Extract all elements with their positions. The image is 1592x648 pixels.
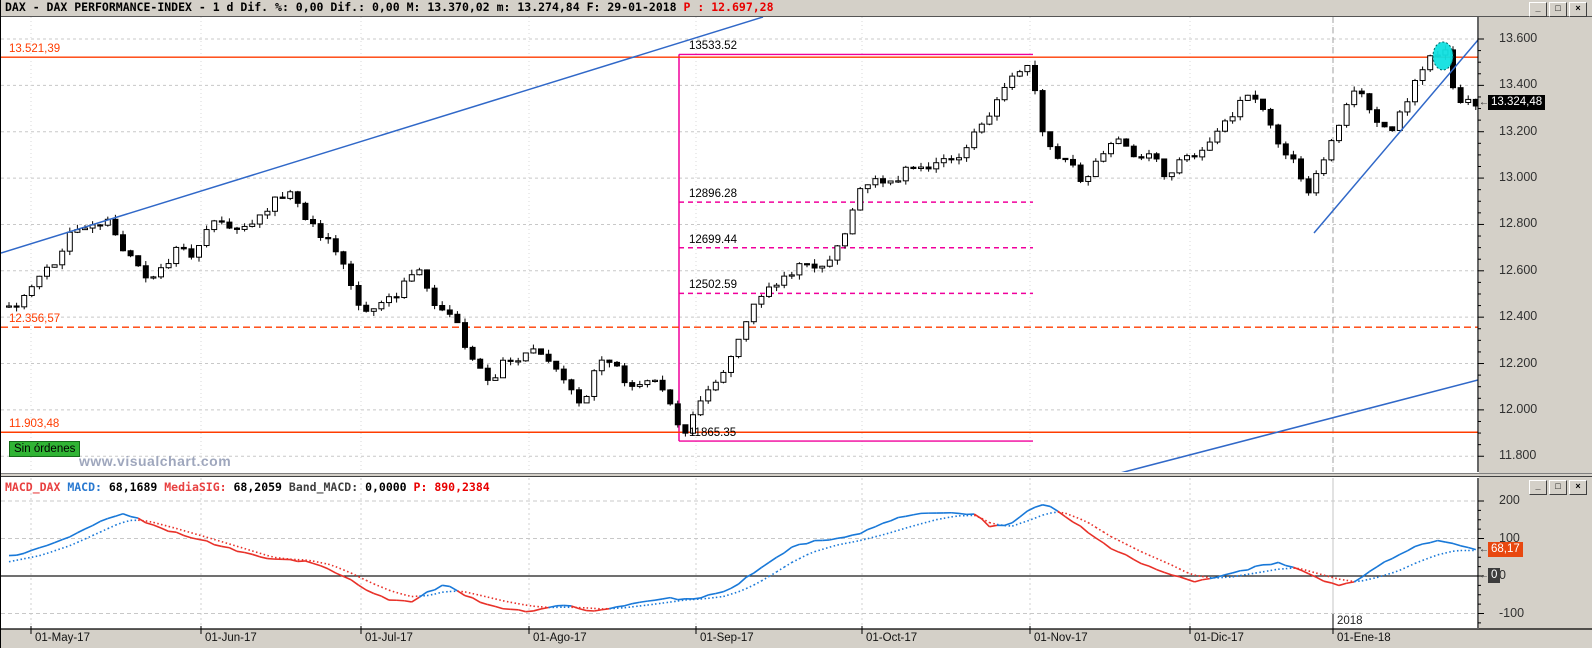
no-orders-badge: Sin órdenes — [9, 441, 81, 457]
panel-separator[interactable] — [1, 473, 1592, 477]
retracement-level-label: 12699.44 — [689, 233, 737, 246]
minimize-button[interactable]: _ — [1529, 2, 1547, 17]
price-alert-label: 11.903,48 — [9, 418, 60, 431]
time-axis-label: 01-Ago-17 — [533, 632, 587, 644]
price-axis-label: 12.000 — [1499, 401, 1538, 416]
macd-zero-arrow-icon: ← — [1479, 570, 1489, 581]
macd-axis-label: -100 — [1499, 605, 1525, 620]
macd-axis-label: 100 — [1499, 530, 1520, 545]
macd-header-segment-4: 68,2059 — [233, 480, 289, 494]
macd-header-segment-3: MediaSIG: — [164, 480, 234, 494]
macd-marker-arrow-icon: ← — [1479, 544, 1489, 556]
price-axis-label: 12.200 — [1499, 355, 1538, 370]
time-axis-label: 01-Dic-17 — [1194, 632, 1244, 644]
macd-value-badge: 68,17 — [1488, 542, 1523, 558]
macd-window-controls: _ □ × — [1529, 480, 1587, 495]
macd-header-segment-5: Band_MACD: — [288, 480, 366, 494]
price-axis-label: 13.200 — [1499, 123, 1538, 138]
time-axis-label: 01-Jun-17 — [205, 632, 257, 644]
price-axis-label: 12.800 — [1499, 216, 1538, 231]
price-marker-arrow-icon: ← — [1479, 96, 1489, 108]
time-axis-strip[interactable] — [1, 630, 1592, 648]
retracement-level-label: 11865.35 — [689, 427, 737, 440]
price-chart-plot-area[interactable] — [1, 17, 1478, 472]
visualchart-watermark: www.visualchart.com — [79, 453, 232, 469]
price-axis-label: 13.000 — [1499, 170, 1538, 185]
price-alert-label: 12.356,57 — [9, 313, 61, 326]
macd-zero-badge: 0 — [1488, 568, 1501, 583]
price-axis-label: 12.400 — [1499, 309, 1538, 324]
time-axis-label: 01-Nov-17 — [1034, 632, 1088, 644]
close-button[interactable]: × — [1569, 480, 1587, 495]
main-plot-background — [1, 17, 1479, 473]
chart-title-bar[interactable]: DAX - DAX PERFORMANCE-INDEX - 1 d Dif. %… — [1, 0, 1592, 17]
time-axis-label: 01-Oct-17 — [866, 632, 918, 644]
close-button[interactable]: × — [1569, 2, 1587, 17]
macd-plot-area[interactable] — [1, 478, 1478, 628]
macd-axis-label: 0 — [1499, 568, 1506, 582]
macd-axis-label: 200 — [1499, 493, 1520, 507]
year-label: 2018 — [1337, 615, 1363, 627]
minimize-button[interactable]: _ — [1529, 480, 1547, 495]
time-axis-label: 01-Ene-18 — [1337, 632, 1391, 644]
price-axis-label: 13.600 — [1499, 31, 1538, 45]
titlebar-segment-1: P : 12.697,28 — [683, 0, 774, 14]
price-alert-label: 13.521,39 — [9, 43, 61, 56]
macd-header-segment-7: P: — [413, 480, 435, 494]
time-axis-label: 01-Sep-17 — [700, 632, 754, 644]
restore-button[interactable]: □ — [1549, 480, 1567, 495]
time-axis-label: 01-May-17 — [35, 632, 90, 644]
macd-header-segment-1: MACD: — [67, 480, 109, 494]
macd-header-segment-2: 68,1689 — [108, 480, 165, 494]
retracement-level-label: 13533.52 — [689, 40, 737, 53]
main-window-controls: _ □ × — [1529, 2, 1587, 17]
macd-indicator-header[interactable]: MACD_DAX MACD: 68,1689 MediaSIG: 68,2059… — [5, 480, 490, 494]
retracement-level-label: 12896.28 — [689, 188, 737, 201]
macd-header-segment-0: MACD_DAX — [5, 480, 68, 494]
price-axis-strip[interactable] — [1479, 17, 1592, 473]
price-axis-label: 13.400 — [1499, 77, 1538, 92]
restore-button[interactable]: □ — [1549, 2, 1567, 17]
price-axis-label: 12.600 — [1499, 262, 1538, 277]
retracement-level-label: 12502.59 — [689, 279, 737, 292]
macd-header-segment-8: 890,2384 — [434, 480, 490, 494]
last-price-badge: 13.324,48 — [1488, 94, 1546, 110]
macd-header-segment-6: 0,0000 — [365, 480, 414, 494]
time-axis-label: 01-Jul-17 — [365, 632, 413, 644]
titlebar-segment-0: DAX - DAX PERFORMANCE-INDEX - 1 d Dif. %… — [5, 0, 684, 14]
price-axis-label: 11.800 — [1499, 448, 1537, 463]
